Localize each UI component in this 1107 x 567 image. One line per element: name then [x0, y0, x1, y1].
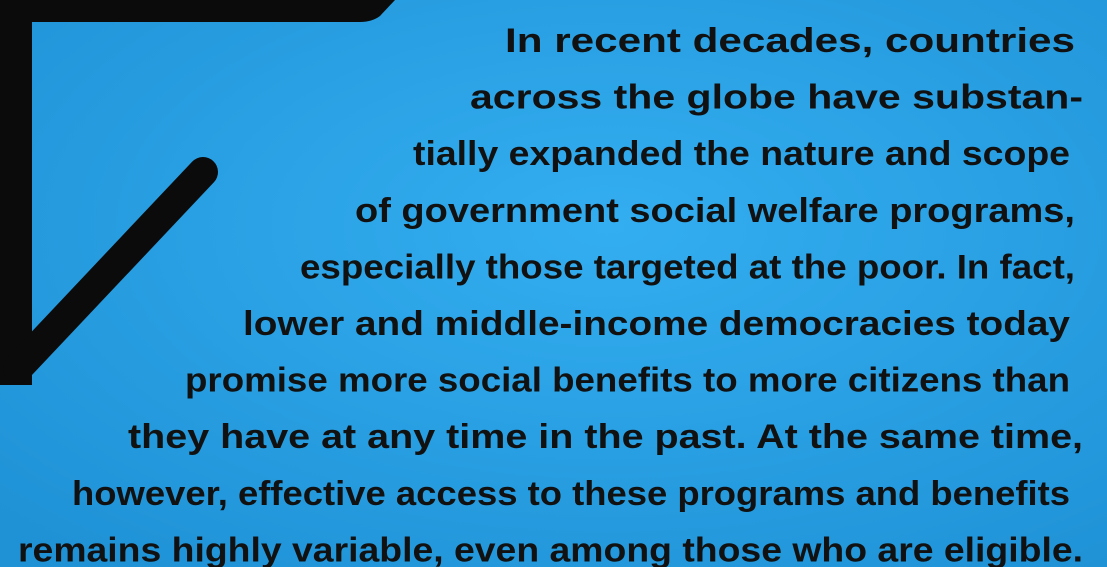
left-stroke [0, 0, 32, 385]
text-line: of government social welfare programs, [355, 192, 1075, 230]
text-block: In recent decades, countries across the g… [18, 22, 1083, 567]
text-line: lower and middle-income democracies toda… [243, 305, 1070, 343]
text-line: promise more social benefits to more cit… [185, 362, 1070, 400]
diagonal-stroke [3, 157, 218, 383]
text-line: however, effective access to these progr… [72, 475, 1070, 513]
text-line: they have at any time in the past. At th… [128, 418, 1083, 456]
text-line: remains highly variable, even among thos… [18, 531, 1083, 567]
text-line: across the globe have substan- [470, 79, 1083, 117]
text-line: especially those targeted at the poor. I… [300, 248, 1075, 286]
text-line: In recent decades, countries [505, 22, 1075, 60]
top-stroke [0, 0, 395, 22]
text-line: tially expanded the nature and scope [413, 135, 1070, 173]
